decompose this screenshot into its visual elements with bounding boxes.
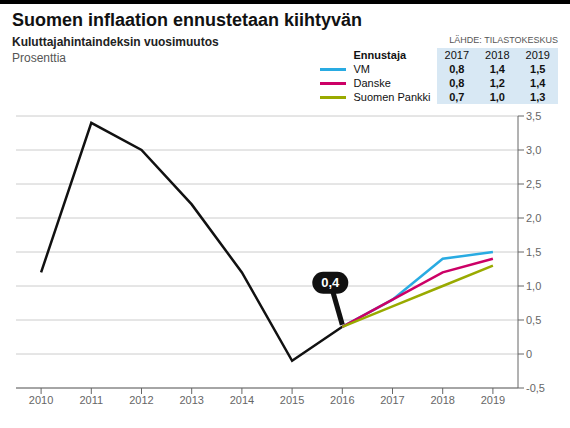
- svg-text:0: 0: [526, 348, 532, 360]
- svg-text:2019: 2019: [481, 394, 505, 406]
- html-text:1,3: 1,3: [530, 91, 546, 103]
- html-text:VM: VM: [353, 63, 370, 75]
- svg-text:3,0: 3,0: [526, 144, 541, 156]
- svg-text:3,5: 3,5: [526, 110, 541, 122]
- svg-text:0,5: 0,5: [526, 314, 541, 326]
- svg-text:2012: 2012: [129, 394, 153, 406]
- html-text:LÄHDE: TILASTOKESKUS: LÄHDE: TILASTOKESKUS: [449, 35, 558, 45]
- svg-text:2,5: 2,5: [526, 178, 541, 190]
- html-text:Prosenttia: Prosenttia: [12, 51, 66, 65]
- html-text:0,7: 0,7: [449, 91, 465, 103]
- html-text:Kuluttajahintaindeksin vuosimu: Kuluttajahintaindeksin vuosimuutos: [12, 35, 219, 49]
- svg-text:2013: 2013: [179, 394, 203, 406]
- html-text:2018: 2018: [485, 49, 510, 61]
- html-text:Danske: Danske: [353, 77, 391, 89]
- html-text:Suomen Pankki: Suomen Pankki: [353, 91, 431, 103]
- html-text:Ennustaja: Ennustaja: [353, 49, 407, 61]
- svg-text:2018: 2018: [430, 394, 454, 406]
- html-text:1,4: 1,4: [530, 77, 546, 89]
- svg-text:2014: 2014: [230, 394, 254, 406]
- svg-text:1,5: 1,5: [526, 246, 541, 258]
- html-text:2017: 2017: [444, 49, 469, 61]
- svg-text:2010: 2010: [29, 394, 53, 406]
- svg-text:2,0: 2,0: [526, 212, 541, 224]
- svg-text:-0,5: -0,5: [526, 382, 545, 394]
- html-text:1,5: 1,5: [530, 63, 546, 75]
- html-text:1,4: 1,4: [489, 63, 505, 75]
- svg-text:2011: 2011: [79, 394, 103, 406]
- html-text:0,8: 0,8: [449, 77, 465, 89]
- svg-text:1,0: 1,0: [526, 280, 541, 292]
- html-text:Suomen inflaation ennustetaan: Suomen inflaation ennustetaan kiihtyvän: [12, 10, 363, 30]
- svg-text:2015: 2015: [280, 394, 304, 406]
- svg-text:2016: 2016: [330, 394, 354, 406]
- html-text:1,0: 1,0: [489, 91, 505, 103]
- html-text:0,8: 0,8: [449, 63, 465, 75]
- html-text:1,2: 1,2: [489, 77, 505, 89]
- svg-text:2017: 2017: [380, 394, 404, 406]
- html-text:2019: 2019: [525, 49, 550, 61]
- svg-text:0,4: 0,4: [321, 275, 340, 290]
